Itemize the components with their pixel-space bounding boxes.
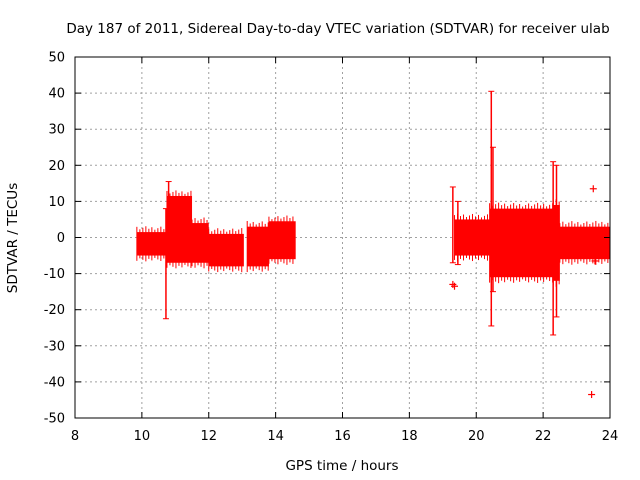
y-tick-labels: 50 40 30 20 10 0 -10 -20 -30 -40 -50 (44, 51, 65, 427)
y-axis-label: SDTVAR / TECUs (5, 183, 21, 293)
y-tick-label: 40 (48, 87, 65, 102)
data-point (591, 257, 599, 265)
data-point (588, 391, 596, 399)
y-tick-label: 30 (48, 123, 65, 138)
y-tick-label: -30 (44, 339, 65, 354)
x-tick-label: 20 (468, 429, 485, 444)
y-tick-label: 0 (57, 231, 65, 246)
data-point (451, 282, 459, 290)
x-tick-label: 18 (401, 429, 418, 444)
x-tick-labels: 8 10 12 14 16 18 20 22 24 (71, 429, 618, 444)
data-band (192, 223, 209, 263)
x-tick-label: 16 (334, 429, 351, 444)
x-axis-label: GPS time / hours (285, 458, 398, 474)
y-tick-label: 20 (48, 159, 65, 174)
x-tick-label: 12 (200, 429, 217, 444)
data-band (559, 226, 610, 260)
axis-ticks (74, 56, 611, 419)
x-tick-label: 22 (535, 429, 552, 444)
x-tick-label: 8 (71, 429, 79, 444)
data-band (489, 208, 554, 278)
y-tick-label: -40 (44, 375, 65, 390)
x-tick-label: 24 (602, 429, 619, 444)
data-band (268, 221, 296, 260)
data-point (449, 280, 457, 288)
y-tick-label: -20 (44, 303, 65, 318)
y-tick-label: 50 (48, 51, 65, 66)
x-tick-label: 14 (267, 429, 284, 444)
data-band (247, 226, 269, 267)
y-tick-label: 10 (48, 195, 65, 210)
chart-title: Day 187 of 2011, Sidereal Day-to-day VTE… (66, 21, 609, 37)
y-tick-label: -50 (44, 412, 65, 427)
data-layer (136, 90, 610, 399)
x-tick-label: 10 (134, 429, 151, 444)
y-tick-label: -10 (44, 267, 65, 282)
data-point (589, 185, 597, 193)
